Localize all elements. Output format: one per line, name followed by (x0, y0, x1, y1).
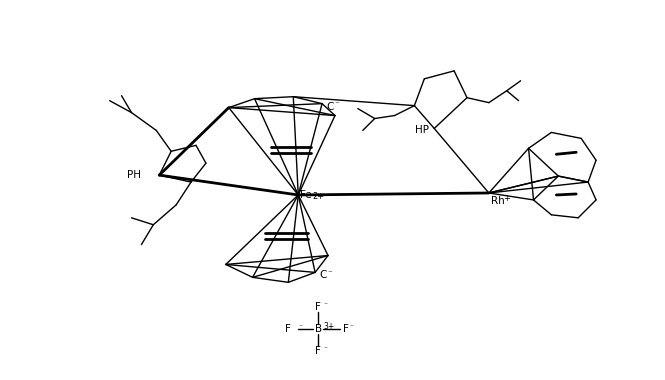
Text: ⁻: ⁻ (298, 323, 303, 331)
Text: ⁻: ⁻ (350, 323, 354, 331)
Text: ⁻: ⁻ (334, 100, 338, 109)
Text: HP: HP (415, 125, 430, 135)
Text: +: + (503, 194, 509, 203)
Text: F: F (285, 324, 291, 334)
Text: ⁻: ⁻ (327, 269, 332, 278)
Text: F: F (315, 346, 321, 356)
Text: ⁻: ⁻ (323, 344, 327, 353)
Text: Rh: Rh (491, 196, 505, 206)
Text: Fe: Fe (300, 190, 312, 200)
Text: 3+: 3+ (323, 323, 334, 331)
Text: PH: PH (128, 170, 142, 180)
Text: C: C (319, 271, 327, 280)
Text: F: F (315, 302, 321, 312)
Text: C: C (326, 101, 333, 112)
Text: ⁻: ⁻ (323, 301, 327, 310)
Text: 2+: 2+ (312, 192, 325, 201)
Text: B: B (315, 324, 322, 334)
Text: F: F (343, 324, 349, 334)
